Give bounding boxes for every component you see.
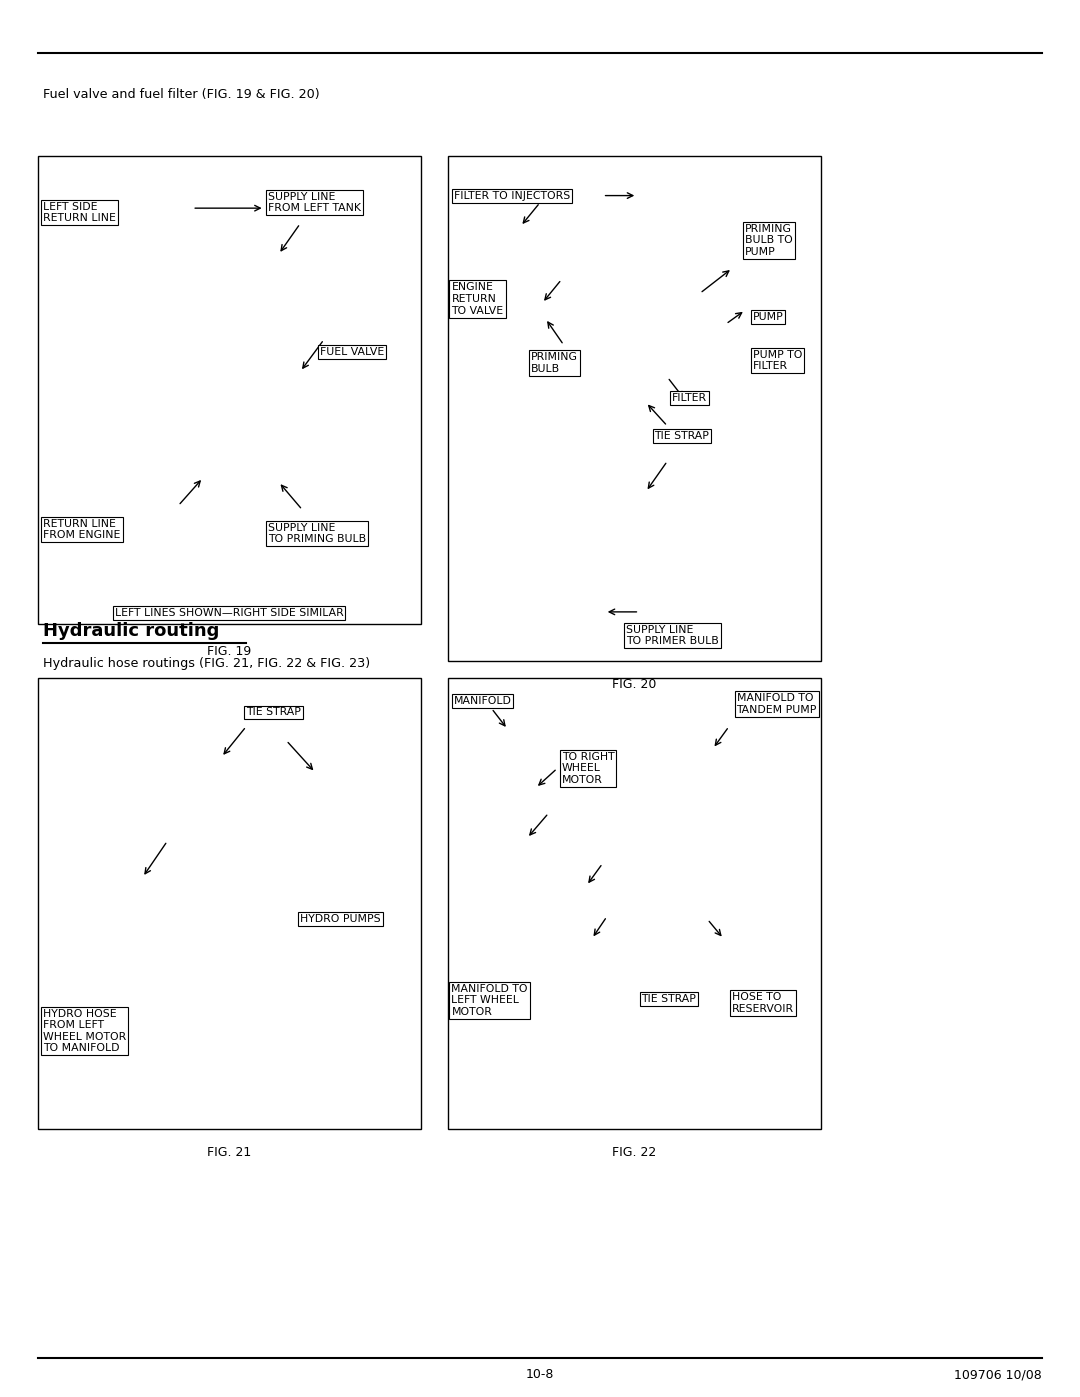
Text: SUPPLY LINE
TO PRIMING BULB: SUPPLY LINE TO PRIMING BULB <box>268 522 366 545</box>
Text: FIG. 22: FIG. 22 <box>612 1146 656 1160</box>
Text: TIE STRAP: TIE STRAP <box>654 430 710 441</box>
Text: Hydraulic routing: Hydraulic routing <box>43 623 219 640</box>
Text: FIG. 19: FIG. 19 <box>207 644 251 658</box>
Text: FIG. 20: FIG. 20 <box>611 678 657 692</box>
Bar <box>448 156 821 661</box>
Text: FILTER: FILTER <box>672 393 707 404</box>
Text: PUMP TO
FILTER: PUMP TO FILTER <box>753 349 802 372</box>
Text: TIE STRAP: TIE STRAP <box>642 993 697 1004</box>
Text: TO RIGHT
WHEEL
MOTOR: TO RIGHT WHEEL MOTOR <box>562 752 615 785</box>
Text: 10-8: 10-8 <box>526 1368 554 1382</box>
Text: Fuel valve and fuel filter (FIG. 19 & FIG. 20): Fuel valve and fuel filter (FIG. 19 & FI… <box>43 88 320 102</box>
Text: HYDRO HOSE
FROM LEFT
WHEEL MOTOR
TO MANIFOLD: HYDRO HOSE FROM LEFT WHEEL MOTOR TO MANI… <box>43 1009 126 1053</box>
Text: RETURN LINE
FROM ENGINE: RETURN LINE FROM ENGINE <box>43 518 121 541</box>
Text: HOSE TO
RESERVOIR: HOSE TO RESERVOIR <box>732 992 795 1014</box>
Text: ENGINE
RETURN
TO VALVE: ENGINE RETURN TO VALVE <box>451 282 503 316</box>
Text: LEFT SIDE
RETURN LINE: LEFT SIDE RETURN LINE <box>43 201 116 224</box>
Text: 109706 10/08: 109706 10/08 <box>955 1368 1042 1382</box>
Text: FIG. 21: FIG. 21 <box>207 1146 251 1160</box>
Text: Hydraulic hose routings (FIG. 21, FIG. 22 & FIG. 23): Hydraulic hose routings (FIG. 21, FIG. 2… <box>43 657 370 671</box>
Text: PRIMING
BULB TO
PUMP: PRIMING BULB TO PUMP <box>745 224 793 257</box>
Bar <box>448 678 821 1129</box>
Text: SUPPLY LINE
FROM LEFT TANK: SUPPLY LINE FROM LEFT TANK <box>268 191 361 214</box>
Text: PRIMING
BULB: PRIMING BULB <box>531 352 578 374</box>
Text: FUEL VALVE: FUEL VALVE <box>320 346 383 358</box>
Bar <box>38 678 421 1129</box>
Text: LEFT LINES SHOWN—RIGHT SIDE SIMILAR: LEFT LINES SHOWN—RIGHT SIDE SIMILAR <box>114 608 343 619</box>
Text: HYDRO PUMPS: HYDRO PUMPS <box>300 914 381 925</box>
Text: MANIFOLD: MANIFOLD <box>454 696 512 707</box>
Bar <box>38 156 421 624</box>
Text: MANIFOLD TO
LEFT WHEEL
MOTOR: MANIFOLD TO LEFT WHEEL MOTOR <box>451 983 528 1017</box>
Text: FILTER TO INJECTORS: FILTER TO INJECTORS <box>454 190 570 201</box>
Text: MANIFOLD TO
TANDEM PUMP: MANIFOLD TO TANDEM PUMP <box>737 693 816 715</box>
Text: PUMP: PUMP <box>753 312 783 323</box>
Text: TIE STRAP: TIE STRAP <box>246 707 301 718</box>
Text: SUPPLY LINE
TO PRIMER BULB: SUPPLY LINE TO PRIMER BULB <box>626 624 719 647</box>
